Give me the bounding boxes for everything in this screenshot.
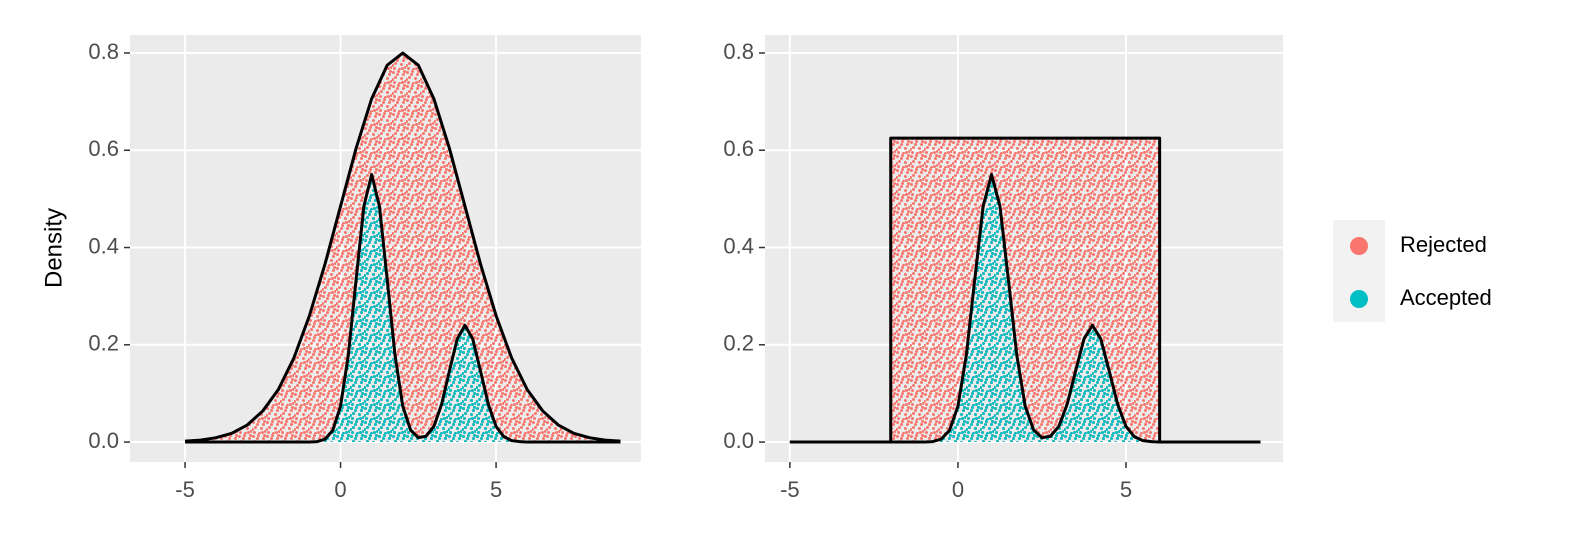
y-tick-label: 0.4 <box>723 233 754 258</box>
y-tick-label: 0.8 <box>723 39 754 64</box>
area <box>185 52 621 443</box>
y-tick-label: 0.0 <box>88 428 119 453</box>
y-tick-label: 0.6 <box>88 136 119 161</box>
x-tick-label: 5 <box>490 477 502 502</box>
legend-label: Rejected <box>1400 232 1487 257</box>
y-tick-label: 0.2 <box>723 331 754 356</box>
density-line <box>789 173 1261 444</box>
legend-key <box>1350 237 1368 255</box>
x-tick-label: 5 <box>1120 477 1132 502</box>
legend-label: Accepted <box>1400 285 1492 310</box>
y-tick-label: 0.6 <box>723 136 754 161</box>
y-tick-label: 0.8 <box>88 39 119 64</box>
x-tick-label: -5 <box>175 477 195 502</box>
y-tick-label: 0.0 <box>723 428 754 453</box>
y-tick-label: 0.2 <box>88 331 119 356</box>
density-line <box>185 173 621 444</box>
density-line <box>184 51 621 443</box>
legend-key <box>1350 290 1368 308</box>
x-tick-label: 0 <box>334 477 346 502</box>
x-tick-label: -5 <box>780 477 800 502</box>
y-axis-label: Density <box>40 208 67 288</box>
area <box>789 138 1261 443</box>
y-tick-label: 0.4 <box>88 233 119 258</box>
x-tick-label: 0 <box>952 477 964 502</box>
